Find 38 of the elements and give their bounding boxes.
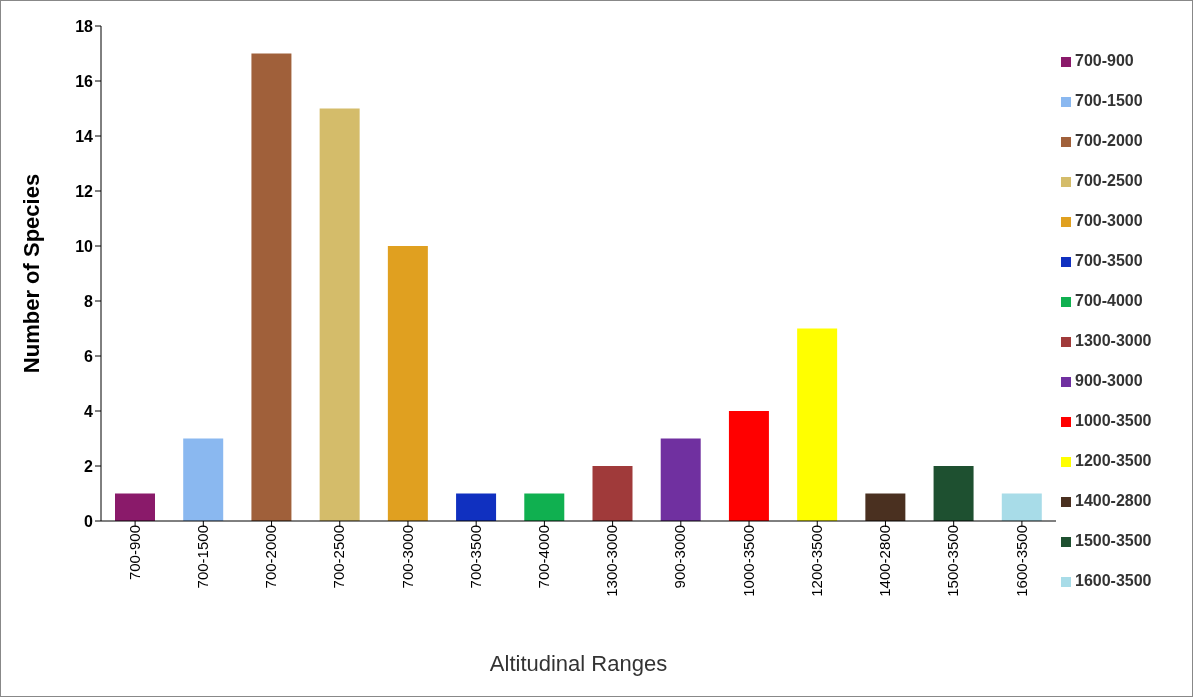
legend-label: 700-2000 <box>1075 132 1143 149</box>
y-tick-label: 16 <box>75 72 94 90</box>
legend-label: 700-1500 <box>1075 92 1143 109</box>
y-tick-label: 18 <box>75 17 94 35</box>
x-tick-label: 700-900 <box>125 525 143 581</box>
x-tick-label: 1000-3500 <box>739 525 757 597</box>
legend-label: 1000-3500 <box>1075 412 1152 429</box>
y-tick-label: 8 <box>84 292 94 310</box>
x-tick-label: 700-2000 <box>262 525 280 589</box>
y-tick-label: 12 <box>75 182 94 200</box>
x-tick-label: 700-2500 <box>330 525 348 589</box>
x-tick-label: 700-4000 <box>535 525 553 589</box>
x-tick-label: 1600-3500 <box>1012 525 1030 597</box>
legend-label: 700-3000 <box>1075 212 1143 229</box>
y-tick-label: 0 <box>84 512 94 530</box>
x-tick-label: 700-3000 <box>398 525 416 589</box>
x-axis-title: Altitudinal Ranges <box>489 651 668 676</box>
y-tick-label: 10 <box>75 237 94 255</box>
legend-label: 1400-2800 <box>1075 492 1152 509</box>
x-tick-label: 1200-3500 <box>807 525 825 597</box>
x-tick-label: 900-3000 <box>671 525 689 589</box>
legend-label: 700-4000 <box>1075 292 1143 309</box>
x-tick-label: 1400-2800 <box>876 525 894 597</box>
legend-label: 700-2500 <box>1075 172 1143 189</box>
x-tick-label: 1300-3000 <box>603 525 621 597</box>
y-axis-title: Number of Species <box>18 173 44 374</box>
legend-label: 1300-3000 <box>1075 332 1152 349</box>
y-tick-label: 2 <box>84 457 94 475</box>
legend-label: 1200-3500 <box>1075 452 1152 469</box>
legend-label: 900-3000 <box>1075 372 1143 389</box>
legend-label: 700-3500 <box>1075 252 1143 269</box>
y-tick-label: 14 <box>75 127 94 145</box>
x-tick-label: 1500-3500 <box>944 525 962 597</box>
y-tick-label: 4 <box>84 402 94 420</box>
legend-label: 700-900 <box>1075 52 1134 69</box>
x-tick-label: 700-1500 <box>193 525 211 589</box>
x-tick-label: 700-3500 <box>466 525 484 589</box>
y-tick-label: 6 <box>84 347 94 365</box>
